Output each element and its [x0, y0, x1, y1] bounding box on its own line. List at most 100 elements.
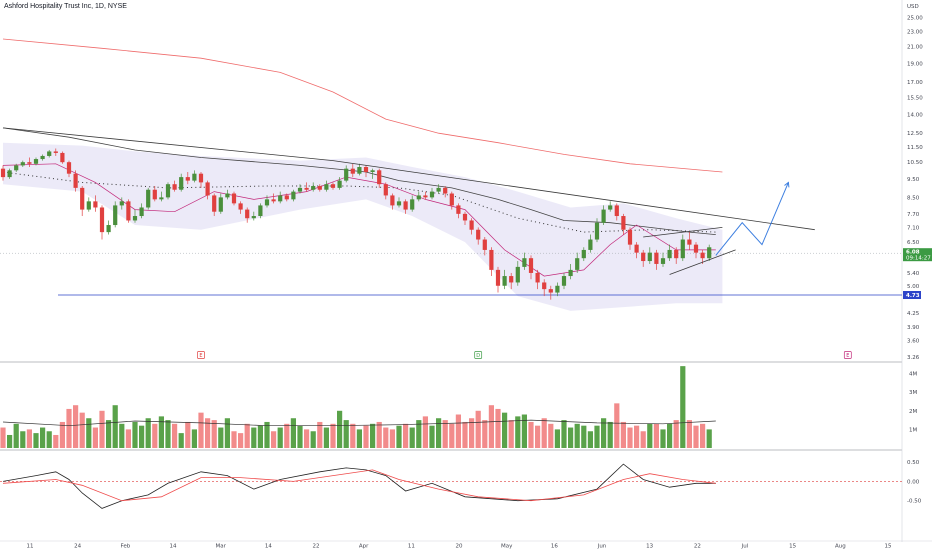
time-tick-label-9: 20 [456, 544, 463, 550]
candle-body [278, 195, 283, 202]
volume-bar-13 [86, 418, 92, 448]
candle-63 [416, 191, 421, 202]
volume-bar-60 [396, 425, 402, 448]
candle-26 [172, 180, 177, 192]
candle-body [146, 189, 151, 208]
candle-22 [146, 187, 151, 210]
candle-107 [707, 244, 712, 262]
candle-17 [113, 201, 118, 228]
projection-path[interactable] [715, 182, 789, 256]
candle-body [370, 170, 375, 172]
candle-body [251, 216, 256, 219]
volume-bar-73 [482, 420, 488, 448]
candle-body [20, 162, 25, 166]
currency-label: USD [907, 4, 919, 10]
price-axis[interactable]: 25.00 23.00 21.00 19.00 17.00 15.50 14.00 12.50… [907, 16, 923, 505]
candle-0 [0, 165, 6, 181]
candle-body [225, 193, 230, 198]
event-box[interactable] [843, 351, 852, 359]
volume-bar-87 [574, 423, 580, 448]
candle-body [304, 187, 309, 190]
volume-bar-46 [304, 429, 310, 448]
candle-53 [350, 163, 355, 178]
oscillator-pane [0, 463, 902, 509]
candle-body [139, 207, 144, 217]
volume-bar-74 [488, 405, 494, 448]
volume-bar-61 [403, 423, 409, 448]
candle-97 [641, 249, 646, 267]
candle-57 [377, 168, 382, 188]
candle-49 [324, 180, 329, 192]
candle-93 [614, 203, 619, 221]
candle-5 [33, 157, 39, 166]
volume-bar-63 [416, 420, 422, 448]
candle-body [495, 269, 501, 286]
time-tick-label-10: May [501, 544, 513, 550]
volume-bar-26 [172, 423, 178, 448]
candle-76 [502, 269, 507, 290]
candle-55 [363, 165, 369, 178]
candle-body [568, 269, 573, 277]
volume-bar-68 [449, 423, 455, 448]
trendlines[interactable] [2, 127, 815, 275]
event-box[interactable] [197, 351, 205, 359]
price-tick-label-9: 10.50 [907, 160, 923, 166]
volume-bar-104 [686, 420, 692, 448]
volume-bar-12 [79, 412, 85, 448]
candle-21 [139, 203, 144, 219]
candle-body [542, 282, 547, 290]
candle-39 [258, 203, 263, 219]
volume-bar-98 [647, 423, 653, 448]
candle-body [680, 239, 685, 259]
volume-bar-77 [508, 420, 514, 448]
volume-bar-105 [693, 425, 699, 448]
wedge-lower-line[interactable] [669, 249, 736, 275]
descending-resistance-line[interactable] [2, 127, 815, 231]
support-line[interactable] [0, 252, 902, 296]
wedge-upper-line[interactable] [643, 227, 723, 238]
volume-bar-53 [350, 423, 356, 448]
oscillator-tick-label-1: 0.00 [907, 479, 920, 485]
candle-body [317, 186, 322, 190]
candle-body [660, 258, 666, 264]
ma-long-line [2, 38, 723, 173]
candle-body [66, 162, 72, 174]
candle-body [522, 258, 527, 267]
volume-bar-20 [132, 421, 138, 448]
event-marker-2[interactable]: E [843, 351, 852, 360]
candle-body [528, 258, 534, 273]
volume-bar-94 [620, 421, 626, 448]
candle-25 [165, 182, 171, 200]
candle-body [674, 249, 679, 259]
time-tick-label-6: 22 [313, 544, 320, 550]
volume-bar-59 [389, 429, 395, 448]
volume-bar-28 [185, 421, 191, 448]
candle-106 [700, 249, 705, 264]
event-box[interactable] [474, 351, 483, 359]
candle-23 [152, 186, 157, 202]
candle-88 [581, 247, 586, 262]
candle-1 [7, 168, 12, 179]
volatility-band [3, 142, 723, 311]
candle-10 [66, 160, 72, 178]
candle-51 [337, 177, 342, 190]
projection-arrowhead[interactable] [784, 181, 790, 188]
volume-bar-67 [442, 420, 448, 448]
candle-body [47, 151, 52, 156]
time-tick-label-12: Jun [597, 544, 607, 550]
volume-bar-58 [383, 427, 389, 448]
candle-body [284, 195, 289, 200]
volume-bar-51 [337, 410, 343, 448]
volume-bar-89 [587, 431, 593, 448]
event-marker-1[interactable]: D [474, 351, 483, 360]
volume-bar-44 [290, 418, 296, 448]
time-axis[interactable]: 11 24 Feb 14 Mar 14 22 Apr 11 20 May 16 Jun 13 22 Jul 15… [27, 544, 892, 550]
candle-body [489, 249, 494, 270]
candle-92 [608, 201, 613, 212]
candle-47 [311, 182, 316, 192]
candle-11 [73, 170, 78, 192]
event-marker-0[interactable]: E [197, 351, 205, 360]
candle-80 [528, 255, 534, 280]
